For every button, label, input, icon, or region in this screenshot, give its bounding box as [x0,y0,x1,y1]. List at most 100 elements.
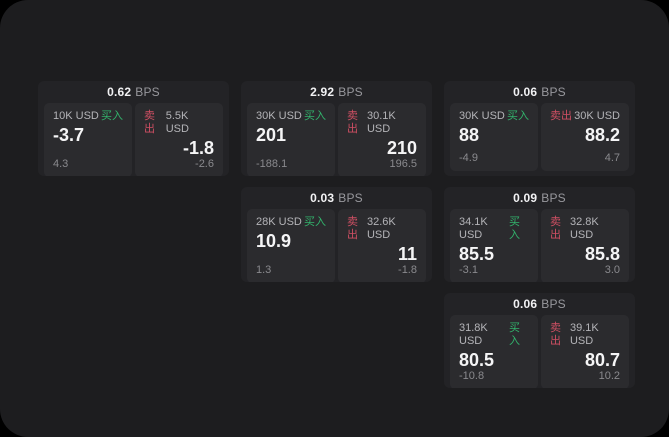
spread-header: 0.06 BPS [444,81,635,103]
sell-panel-top: 卖出 30.1K USD [347,110,417,136]
buy-panel-top: 28K USD 买入 [256,216,326,229]
spread-unit: BPS [541,85,566,99]
sell-panel[interactable]: 卖出 30K USD 88.2 4.7 [541,103,629,171]
sell-label: 卖出 [550,110,572,122]
sell-amount: 32.8K USD [569,216,599,241]
spread-value: 0.62 [107,85,132,99]
buy-label: 买入 [304,216,326,228]
buy-price: -3.7 [53,125,85,145]
sell-panel-top: 卖出 32.8K USD [550,216,620,242]
spread-header: 0.06 BPS [444,293,635,315]
spread-value: 0.06 [513,297,538,311]
spread-value: 2.92 [310,85,335,99]
sell-amount: 30.1K USD [366,110,396,135]
sell-price: 210 [386,138,417,158]
quote-panels: 10K USD 买入 -3.7 4.3 卖出 5.5K USD -1.8 -2.… [38,103,229,176]
sell-amount: 32.6K USD [366,216,396,241]
sell-panel[interactable]: 卖出 39.1K USD 80.7 10.2 [541,315,629,388]
buy-amount: 34.1K USD [459,216,488,241]
quote-panels: 30K USD 买入 88 -4.9 卖出 30K USD 88.2 4.7 [444,103,635,176]
quote-panels: 34.1K USD 买入 85.5 -3.1 卖出 32.8K USD 85.8… [444,209,635,282]
buy-label: 买入 [304,110,326,122]
sell-panel[interactable]: 卖出 30.1K USD 210 196.5 [338,103,426,176]
sell-panel-top: 卖出 30K USD [550,110,620,123]
quote-panels: 30K USD 买入 201 -188.1 卖出 30.1K USD 210 1… [241,103,432,176]
buy-panel[interactable]: 30K USD 买入 201 -188.1 [247,103,335,176]
buy-panel[interactable]: 34.1K USD 买入 85.5 -3.1 [450,209,538,282]
quote-card: 2.92 BPS 30K USD 买入 201 -188.1 卖出 30.1K … [241,81,432,176]
sell-panel-top: 卖出 32.6K USD [347,216,417,242]
spread-value: 0.06 [513,85,538,99]
sell-label: 卖出 [144,110,155,135]
sell-sub-value: 4.7 [604,152,620,164]
spread-unit: BPS [338,191,363,205]
sell-panel-top: 卖出 39.1K USD [550,322,620,348]
buy-price: 88 [459,125,480,145]
sell-sub-value: -1.8 [398,264,417,276]
sell-label: 卖出 [550,216,561,241]
buy-sub-value: -3.1 [459,264,478,276]
quote-panels: 31.8K USD 买入 80.5 -10.8 卖出 39.1K USD 80.… [444,315,635,388]
buy-panel[interactable]: 10K USD 买入 -3.7 4.3 [44,103,132,176]
buy-label: 买入 [509,216,521,241]
buy-panel[interactable]: 31.8K USD 买入 80.5 -10.8 [450,315,538,388]
buy-amount: 30K USD [256,110,302,122]
buy-panel-top: 30K USD 买入 [459,110,529,123]
sell-sub-value: 3.0 [604,264,620,276]
sell-panel[interactable]: 卖出 32.6K USD 11 -1.8 [338,209,426,282]
quote-card: 0.09 BPS 34.1K USD 买入 85.5 -3.1 卖出 32.8K… [444,187,635,282]
sell-sub-value: 196.5 [389,158,417,170]
sell-price: 11 [397,244,417,264]
buy-panel-top: 31.8K USD 买入 [459,322,529,348]
buy-sub-value: -188.1 [256,158,288,170]
sell-panel[interactable]: 卖出 32.8K USD 85.8 3.0 [541,209,629,282]
quote-card: 0.03 BPS 28K USD 买入 10.9 1.3 卖出 32.6K US… [241,187,432,282]
spread-unit: BPS [541,191,566,205]
sell-price: 88.2 [584,125,620,145]
spread-header: 0.03 BPS [241,187,432,209]
buy-price: 80.5 [459,350,495,370]
spread-unit: BPS [338,85,363,99]
quote-card: 0.06 BPS 31.8K USD 买入 80.5 -10.8 卖出 39.1… [444,293,635,388]
spread-header: 0.09 BPS [444,187,635,209]
spread-header: 2.92 BPS [241,81,432,103]
quote-card: 0.62 BPS 10K USD 买入 -3.7 4.3 卖出 5.5K USD [38,81,229,176]
quote-panels: 28K USD 买入 10.9 1.3 卖出 32.6K USD 11 -1.8 [241,209,432,282]
spread-value: 0.09 [513,191,538,205]
sell-label: 卖出 [347,110,358,135]
buy-price: 201 [256,125,287,145]
sell-sub-value: -2.6 [195,158,214,170]
buy-label: 买入 [507,110,529,122]
buy-sub-value: 4.3 [53,158,69,170]
buy-amount: 28K USD [256,216,302,228]
sell-amount: 5.5K USD [165,110,189,135]
buy-price: 85.5 [459,244,495,264]
sell-panel[interactable]: 卖出 5.5K USD -1.8 -2.6 [135,103,223,176]
sell-panel-top: 卖出 5.5K USD [144,110,214,136]
buy-price: 10.9 [256,231,292,251]
buy-amount: 31.8K USD [459,322,488,347]
quote-card-grid: 0.62 BPS 10K USD 买入 -3.7 4.3 卖出 5.5K USD [38,81,635,388]
spread-unit: BPS [135,85,160,99]
buy-amount: 10K USD [53,110,99,122]
buy-panel-top: 30K USD 买入 [256,110,326,123]
quote-card: 0.06 BPS 30K USD 买入 88 -4.9 卖出 30K USD [444,81,635,176]
buy-panel[interactable]: 28K USD 买入 10.9 1.3 [247,209,335,282]
buy-panel-top: 34.1K USD 买入 [459,216,529,242]
sell-label: 卖出 [347,216,358,241]
buy-sub-value: 1.3 [256,264,272,276]
spread-value: 0.03 [310,191,335,205]
buy-label: 买入 [509,322,521,347]
sell-sub-value: 10.2 [598,370,620,382]
sell-amount: 39.1K USD [569,322,599,347]
buy-amount: 30K USD [459,110,505,122]
spread-header: 0.62 BPS [38,81,229,103]
buy-sub-value: -10.8 [459,370,485,382]
sell-price: 85.8 [584,244,620,264]
buy-label: 买入 [101,110,123,122]
sell-label: 卖出 [550,322,561,347]
buy-panel[interactable]: 30K USD 买入 88 -4.9 [450,103,538,171]
sell-amount: 30K USD [574,110,620,122]
spread-unit: BPS [541,297,566,311]
